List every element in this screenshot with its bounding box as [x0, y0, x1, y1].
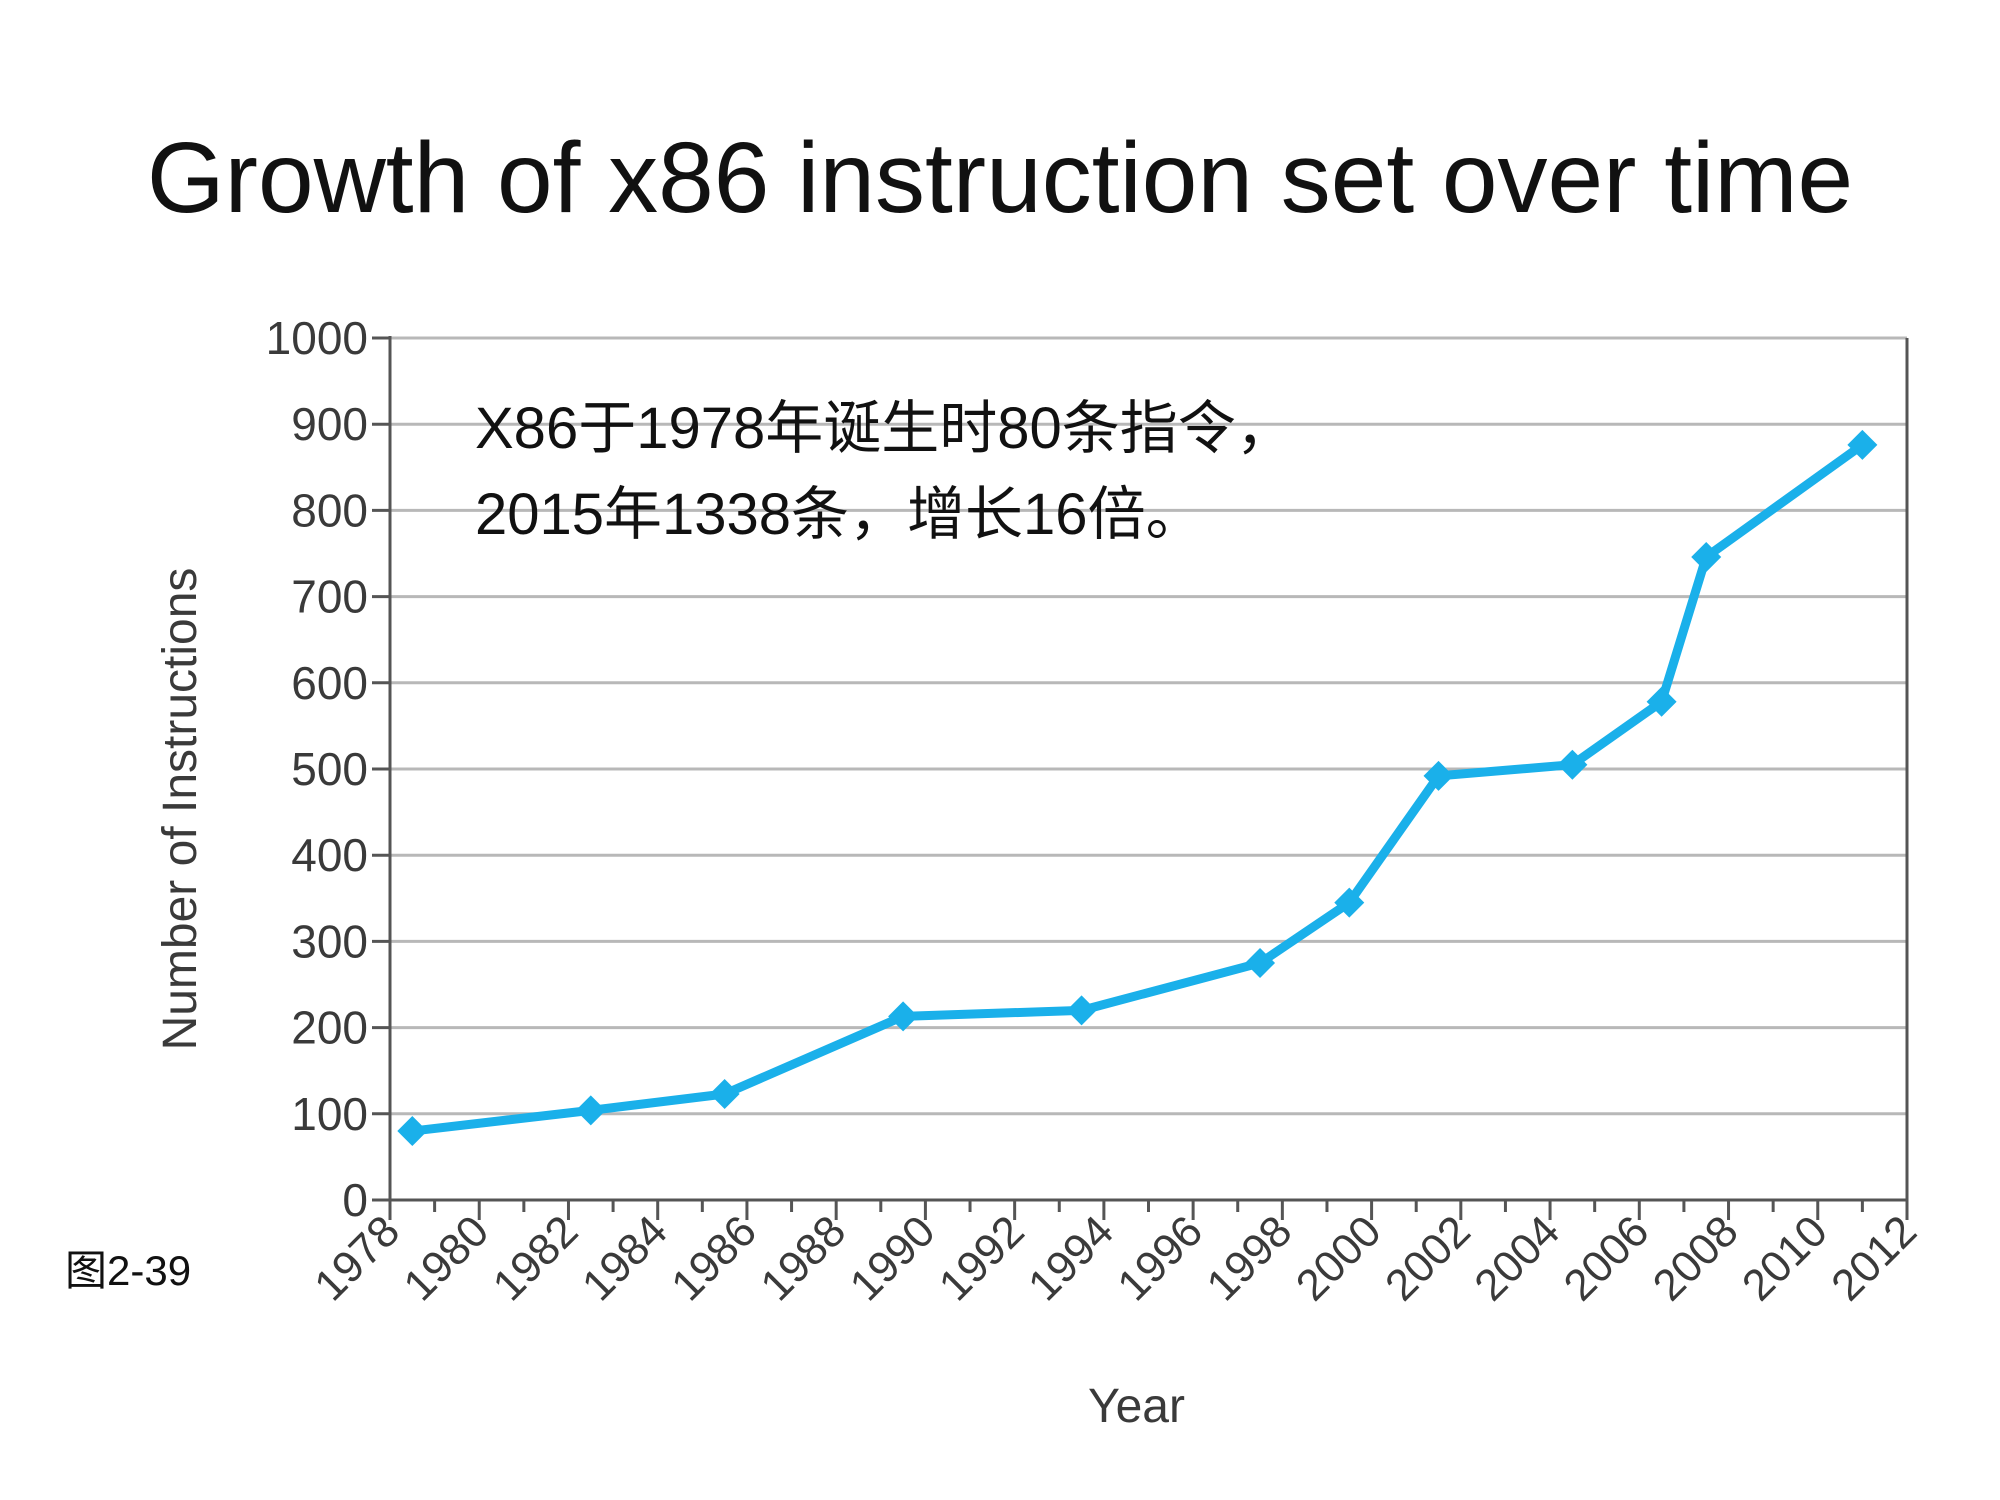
data-point-marker [1245, 947, 1276, 978]
x-tick-label: 2002 [1376, 1206, 1480, 1310]
y-tick-label: 1000 [266, 312, 368, 364]
data-point-marker [575, 1095, 606, 1126]
y-tick-label: 300 [291, 915, 368, 967]
x-tick-label: 1984 [573, 1206, 677, 1310]
x-tick-label: 1982 [484, 1206, 588, 1310]
y-tick-label: 100 [291, 1088, 368, 1140]
x-tick-label: 1992 [930, 1206, 1034, 1310]
data-point-marker [1557, 749, 1588, 780]
data-point-marker [1423, 760, 1454, 791]
x-axis-title: Year [1088, 1380, 1185, 1433]
x-tick-label: 1990 [841, 1206, 945, 1310]
series-line [407, 440, 1867, 1136]
x-tick-label: 2006 [1554, 1206, 1658, 1310]
x-tick-label: 1980 [394, 1206, 498, 1310]
x-tick-label: 2008 [1644, 1206, 1748, 1310]
x-tick-label: 2004 [1465, 1206, 1569, 1310]
y-tick-label: 900 [291, 398, 368, 450]
y-tick-label: 600 [291, 657, 368, 709]
x-tick-label: 1998 [1198, 1206, 1302, 1310]
y-tick-label: 800 [291, 484, 368, 536]
y-tick-label: 0 [342, 1174, 368, 1226]
x-tick-label: 2012 [1822, 1206, 1926, 1310]
y-tick-label: 500 [291, 743, 368, 795]
data-point-marker [1691, 541, 1722, 572]
x-tick-label: 2010 [1733, 1206, 1837, 1310]
data-point-marker [1334, 887, 1365, 918]
annotation-line: 2015年1338条，增长16倍。 [475, 482, 1204, 547]
data-point-marker [709, 1078, 740, 1109]
y-tick-label: 400 [291, 829, 368, 881]
x-tick-label: 1988 [751, 1206, 855, 1310]
slide-title: Growth of x86 instruction set over time [146, 122, 1854, 234]
data-point-marker [1066, 995, 1097, 1026]
x-tick-label: 2000 [1287, 1206, 1391, 1310]
y-tick-label: 200 [291, 1002, 368, 1054]
x-tick-label: 1994 [1019, 1206, 1123, 1310]
x-tick-label: 1986 [662, 1206, 766, 1310]
data-point-marker [1847, 429, 1878, 460]
data-point-marker [397, 1116, 428, 1147]
y-tick-label: 700 [291, 571, 368, 623]
y-axis-title: Number of Instructions [154, 568, 207, 1051]
annotation-line: X86于1978年诞生时80条指令， [475, 396, 1294, 461]
figure-label: 图2-39 [65, 1247, 192, 1294]
data-point-marker [1646, 686, 1677, 717]
data-point-marker [888, 1001, 919, 1032]
x-tick-label: 1996 [1108, 1206, 1212, 1310]
